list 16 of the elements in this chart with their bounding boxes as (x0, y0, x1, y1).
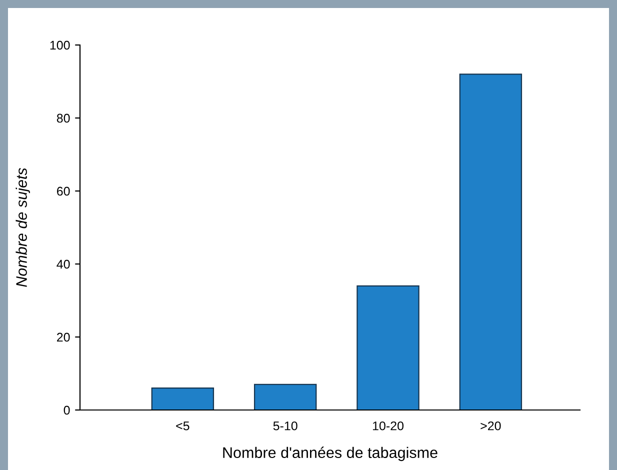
y-tick-label: 100 (50, 40, 70, 50)
y-tick-label: 60 (57, 186, 70, 196)
x-tick-label: 10-20 (372, 421, 404, 430)
y-axis-title: Nombre de sujets (16, 168, 30, 287)
y-tick-label: 0 (64, 406, 70, 415)
x-axis-title: Nombre d'années de tabagisme (223, 446, 438, 462)
y-tick-label: 20 (57, 332, 70, 342)
bar (151, 388, 214, 410)
bar (254, 384, 317, 410)
x-tick-label: >20 (480, 421, 501, 430)
bar (459, 74, 522, 410)
x-tick-label: 5-10 (273, 421, 298, 430)
y-tick-label: 80 (56, 114, 70, 123)
bar (356, 285, 420, 410)
y-tick-label: 40 (56, 260, 70, 269)
x-tick-label: <5 (176, 422, 190, 430)
